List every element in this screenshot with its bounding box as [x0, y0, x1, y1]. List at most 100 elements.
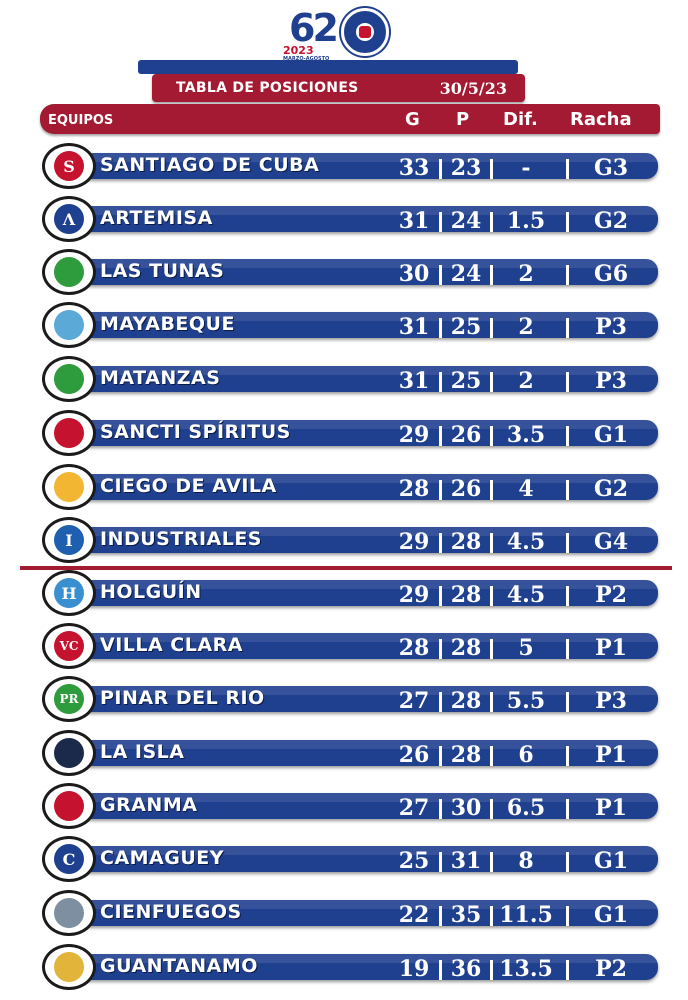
cell-divider — [490, 265, 493, 285]
games-behind: 5 — [518, 635, 534, 661]
cell-divider — [566, 159, 569, 179]
team-logo-icon — [42, 410, 96, 456]
streak: P3 — [595, 314, 627, 340]
games-won: 25 — [398, 848, 430, 874]
games-won: 31 — [398, 368, 430, 394]
team-logo-icon: H — [42, 570, 96, 616]
row-bar — [58, 527, 658, 553]
team-name: VILLA CLARA — [100, 634, 243, 656]
streak: P3 — [595, 688, 627, 714]
games-lost: 26 — [450, 422, 482, 448]
row-bar — [58, 153, 658, 179]
team-logo-mark — [54, 472, 84, 502]
table-row: I INDUSTRIALES 29 28 4.5 G4 — [0, 517, 688, 563]
league-seal-icon — [341, 8, 389, 56]
team-logo-mark: I — [54, 525, 84, 555]
team-logo-icon: S — [42, 143, 96, 189]
games-behind: 3.5 — [506, 422, 546, 448]
games-behind: 6 — [518, 742, 534, 768]
season-dates: MARZO-AGOSTO — [283, 56, 330, 62]
team-name: ARTEMISA — [100, 207, 213, 229]
standings-date: 30/5/23 — [439, 79, 507, 98]
games-behind: 1.5 — [506, 208, 546, 234]
table-row: H HOLGUÍN 29 28 4.5 P2 — [0, 570, 688, 616]
cell-divider — [490, 906, 493, 926]
cell-divider — [566, 318, 569, 338]
games-won: 29 — [398, 422, 430, 448]
cell-divider — [566, 746, 569, 766]
cell-divider — [566, 906, 569, 926]
team-logo-mark — [54, 791, 84, 821]
games-behind: 2 — [518, 261, 534, 287]
games-won: 30 — [398, 261, 430, 287]
team-name: CIEGO DE AVILA — [100, 475, 277, 497]
games-lost: 24 — [450, 208, 482, 234]
team-name: INDUSTRIALES — [100, 528, 262, 550]
row-bar — [58, 793, 658, 819]
row-bar — [58, 312, 658, 338]
streak: G3 — [593, 155, 629, 181]
team-name: MAYABEQUE — [100, 313, 235, 335]
cell-divider — [490, 426, 493, 446]
row-bar — [58, 846, 658, 872]
column-lost: P — [456, 109, 470, 130]
title-accent-bar — [138, 60, 518, 74]
cell-divider — [490, 639, 493, 659]
table-row: CIEGO DE AVILA 28 26 4 G2 — [0, 464, 688, 510]
games-lost: 28 — [450, 688, 482, 714]
team-logo-mark: Λ — [54, 204, 84, 234]
games-won: 22 — [398, 902, 430, 928]
team-logo-mark — [54, 898, 84, 928]
games-won: 26 — [398, 742, 430, 768]
team-name: GRANMA — [100, 794, 198, 816]
cell-divider — [490, 586, 493, 606]
games-won: 29 — [398, 582, 430, 608]
team-logo-icon — [42, 890, 96, 936]
cell-divider — [566, 426, 569, 446]
table-row: VC VILLA CLARA 28 28 5 P1 — [0, 623, 688, 669]
cell-divider — [439, 318, 442, 338]
team-logo-icon: Λ — [42, 196, 96, 242]
streak: G6 — [593, 261, 629, 287]
team-logo-icon: I — [42, 517, 96, 563]
cell-divider — [439, 586, 442, 606]
table-row: S SANTIAGO DE CUBA 33 23 - G3 — [0, 143, 688, 189]
team-logo-mark: VC — [54, 631, 84, 661]
team-logo-icon: PR — [42, 676, 96, 722]
table-row: SANCTI SPÍRITUS 29 26 3.5 G1 — [0, 410, 688, 456]
cell-divider — [490, 480, 493, 500]
games-lost: 28 — [450, 742, 482, 768]
games-lost: 36 — [450, 956, 482, 982]
team-logo-mark — [54, 257, 84, 287]
cell-divider — [490, 533, 493, 553]
cell-divider — [566, 639, 569, 659]
row-bar — [58, 259, 658, 285]
games-lost: 30 — [450, 795, 482, 821]
cell-divider — [490, 692, 493, 712]
cell-divider — [439, 799, 442, 819]
league-logo: 62 2023 MARZO-AGOSTO — [283, 6, 393, 62]
team-name: SANTIAGO DE CUBA — [100, 154, 320, 176]
games-behind: 4.5 — [506, 529, 546, 555]
team-logo-icon — [42, 944, 96, 990]
cell-divider — [566, 533, 569, 553]
cell-divider — [490, 799, 493, 819]
cell-divider — [490, 372, 493, 392]
row-bar — [58, 420, 658, 446]
team-logo-icon — [42, 783, 96, 829]
team-name: HOLGUÍN — [100, 581, 202, 603]
streak: P1 — [595, 635, 627, 661]
cell-divider — [566, 212, 569, 232]
table-row: MAYABEQUE 31 25 2 P3 — [0, 302, 688, 348]
streak: P2 — [595, 956, 627, 982]
games-won: 27 — [398, 795, 430, 821]
games-lost: 28 — [450, 582, 482, 608]
row-bar — [58, 580, 658, 606]
games-behind: 8 — [518, 848, 534, 874]
cell-divider — [566, 960, 569, 980]
cell-divider — [566, 372, 569, 392]
streak: P3 — [595, 368, 627, 394]
table-row: C CAMAGUEY 25 31 8 G1 — [0, 836, 688, 882]
streak: P1 — [595, 795, 627, 821]
row-bar — [58, 686, 658, 712]
